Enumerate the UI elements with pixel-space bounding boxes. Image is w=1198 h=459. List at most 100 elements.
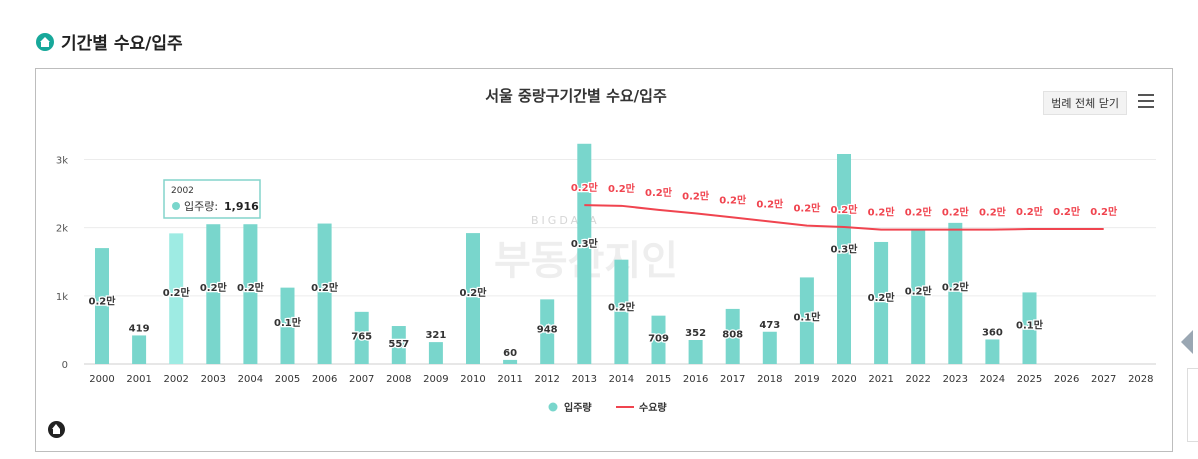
line-data-label: 0.2만 [942, 206, 970, 219]
tooltip-series-label: 입주량: [184, 200, 218, 213]
bar [169, 233, 184, 364]
bar [243, 224, 258, 364]
y-tick-label: 1k [56, 292, 68, 303]
bar [799, 277, 814, 364]
bar [503, 359, 518, 364]
bar-data-label: 0.2만 [163, 286, 191, 299]
x-tick-label: 2019 [794, 374, 819, 385]
line-data-label: 0.2만 [682, 189, 710, 202]
line-data-label: 0.2만 [831, 203, 859, 216]
bar [874, 241, 889, 364]
bar [985, 339, 1000, 364]
bar [911, 230, 926, 364]
x-tick-label: 2028 [1128, 374, 1153, 385]
bar [762, 331, 777, 364]
x-tick-label: 2008 [386, 374, 411, 385]
hamburger-menu-icon[interactable] [1138, 94, 1154, 108]
line-data-label: 0.2만 [571, 181, 599, 194]
home-icon [36, 32, 54, 51]
bar-data-label: 0.2만 [868, 291, 896, 304]
bar [132, 335, 147, 364]
bar [1022, 292, 1037, 364]
bar [948, 222, 963, 364]
x-tick-label: 2006 [312, 374, 337, 385]
bar [428, 342, 443, 364]
chart-panel: 범례 전체 닫기 서울 중랑구기간별 수요/입주BIGDATA부동산지인01k2… [35, 68, 1173, 452]
x-tick-label: 2026 [1054, 374, 1079, 385]
bar-data-label: 0.2만 [942, 280, 970, 293]
tooltip-category: 2002 [171, 186, 194, 196]
line-data-label: 0.2만 [793, 202, 821, 215]
bar [317, 223, 332, 364]
bar-data-label: 0.3만 [571, 237, 599, 250]
bar [540, 299, 555, 364]
bar [95, 248, 109, 364]
y-tick-label: 2k [56, 224, 68, 235]
bar-data-label: 0.2만 [237, 281, 265, 294]
x-tick-label: 2018 [757, 374, 782, 385]
x-tick-label: 2020 [831, 374, 856, 385]
x-tick-label: 2011 [497, 374, 522, 385]
bar [651, 315, 666, 364]
x-tick-label: 2012 [534, 374, 559, 385]
line-data-label: 0.2만 [756, 198, 784, 211]
x-tick-label: 2001 [126, 374, 151, 385]
line-data-label: 0.2만 [719, 193, 747, 206]
x-tick-label: 2000 [89, 374, 114, 385]
x-tick-label: 2014 [609, 374, 634, 385]
chart: 서울 중랑구기간별 수요/입주BIGDATA부동산지인01k2k3k200020… [56, 87, 1156, 414]
bar [688, 340, 703, 364]
bar-data-label: 0.1만 [793, 310, 821, 323]
legend-marker-supply [548, 402, 558, 412]
line-data-label: 0.2만 [1016, 205, 1044, 218]
section-title: 기간별 수요/입주 [61, 34, 183, 54]
y-tick-label: 3k [56, 155, 68, 166]
line-series-demand [584, 204, 1104, 231]
bar [837, 154, 851, 364]
x-tick-label: 2022 [905, 374, 930, 385]
bar [466, 233, 480, 364]
x-tick-label: 2024 [980, 374, 1005, 385]
bar [725, 308, 740, 364]
legend-close-all-button[interactable]: 범례 전체 닫기 [1043, 91, 1127, 115]
chart-title: 서울 중랑구기간별 수요/입주 [485, 87, 667, 105]
x-tick-label: 2016 [683, 374, 708, 385]
tooltip-box [163, 179, 261, 219]
x-tick-label: 2003 [201, 374, 226, 385]
bar-data-label: 321 [425, 330, 446, 341]
bar [614, 259, 629, 364]
x-tick-label: 2015 [646, 374, 671, 385]
bar-data-label: 60 [503, 348, 517, 359]
section-header: 기간별 수요/입주 [36, 29, 183, 54]
bar-data-label: 709 [648, 333, 669, 344]
bar [577, 143, 592, 364]
line-data-label: 0.2만 [1090, 205, 1118, 218]
bar [391, 326, 406, 364]
x-tick-label: 2010 [460, 374, 485, 385]
bar-data-label: 0.2만 [311, 281, 339, 294]
bar-data-label: 0.3만 [831, 243, 859, 256]
chevron-left-icon[interactable] [1181, 330, 1193, 354]
side-panel-toggle[interactable] [1181, 330, 1198, 442]
bar-data-label: 557 [388, 339, 409, 350]
line-data-label: 0.2만 [868, 206, 896, 219]
side-panel-edge [1187, 368, 1198, 442]
y-tick-label: 0 [62, 360, 68, 371]
bar-data-label: 808 [722, 330, 743, 341]
bar-data-label: 0.2만 [200, 281, 228, 294]
line-data-label: 0.2만 [1053, 205, 1081, 218]
bar-data-label: 0.2만 [905, 285, 933, 298]
bar [206, 224, 221, 364]
x-tick-label: 2013 [572, 374, 597, 385]
x-tick-label: 2027 [1091, 374, 1116, 385]
legend-label-supply: 입주량 [564, 401, 592, 414]
x-tick-label: 2009 [423, 374, 448, 385]
bar-data-label: 0.1만 [1016, 319, 1044, 332]
tooltip-marker [172, 202, 180, 210]
legend-label-demand: 수요량 [639, 402, 667, 414]
brand-logo-icon [48, 421, 65, 438]
x-tick-label: 2002 [163, 374, 188, 385]
bar-data-label: 0.2만 [608, 301, 636, 314]
line-data-label: 0.2만 [645, 186, 673, 199]
bar-data-label: 360 [982, 327, 1003, 338]
